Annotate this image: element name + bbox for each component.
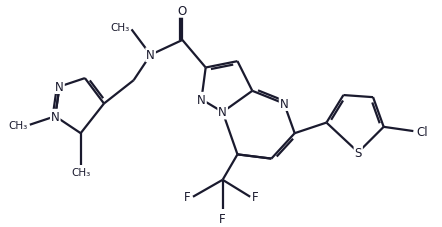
Text: Cl: Cl bbox=[417, 125, 428, 138]
Text: F: F bbox=[184, 190, 191, 203]
Text: N: N bbox=[146, 49, 155, 62]
Text: N: N bbox=[197, 93, 206, 106]
Text: N: N bbox=[51, 110, 60, 123]
Text: F: F bbox=[252, 190, 259, 203]
Text: F: F bbox=[219, 212, 226, 225]
Text: CH₃: CH₃ bbox=[71, 167, 90, 177]
Text: CH₃: CH₃ bbox=[110, 23, 130, 33]
Text: N: N bbox=[55, 81, 64, 94]
Text: S: S bbox=[354, 146, 362, 159]
Text: O: O bbox=[178, 5, 187, 18]
Text: N: N bbox=[218, 106, 227, 119]
Text: N: N bbox=[280, 98, 289, 111]
Text: CH₃: CH₃ bbox=[8, 120, 28, 130]
